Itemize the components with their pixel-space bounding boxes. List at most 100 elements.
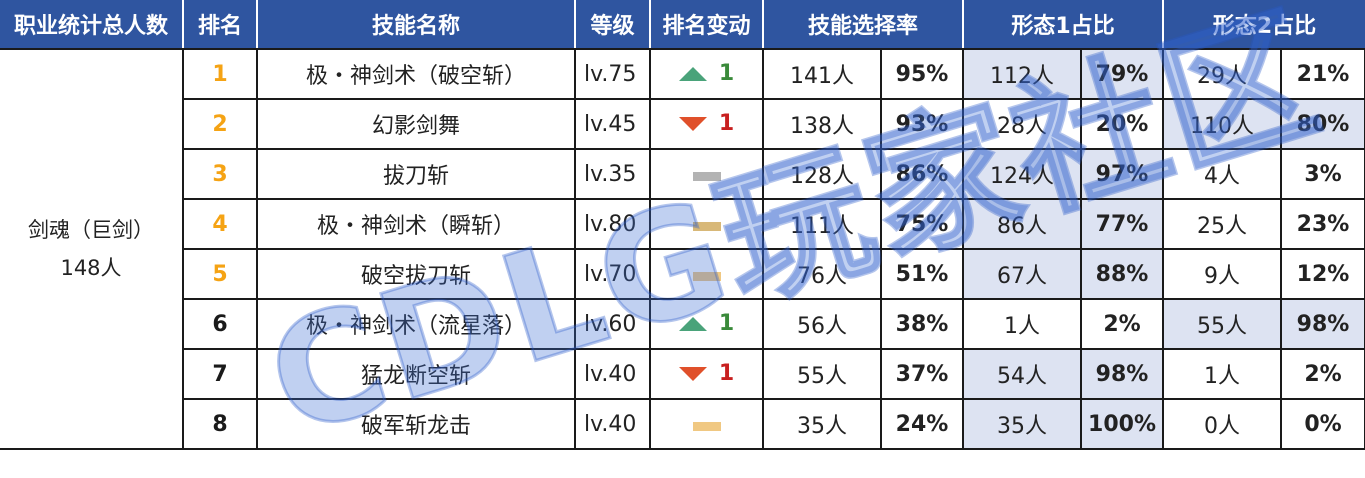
header-form1: 形态1占比 — [962, 0, 1164, 50]
skill-name-cell: 破空拔刀斩 — [256, 248, 576, 300]
form1-count-cell: 1人 — [962, 298, 1083, 350]
level-cell: lv.80 — [574, 198, 651, 250]
select-pct-cell: 51% — [879, 248, 965, 300]
form1-count-cell: 54人 — [962, 348, 1083, 400]
table-row: 剑魂（巨剑） 148人 1 极・神剑术（破空斩） lv.75 1 141人 95… — [0, 48, 1365, 450]
rank-change-cell — [649, 398, 764, 450]
table-row: 6 极・神剑术（流星落） lv.60 1 56人 38% 1人 2% 55人 9… — [0, 298, 1365, 350]
no-change-bar-icon — [692, 421, 721, 431]
table-row: 3 拔刀斩 lv.35 128人 86% 124人 97% 4人 3% — [0, 148, 1365, 200]
class-cell: 剑魂（巨剑） 148人 — [0, 48, 184, 450]
skill-name-cell: 幻影剑舞 — [256, 98, 576, 150]
header-form2: 形态2占比 — [1162, 0, 1365, 50]
triangle-down-icon — [678, 116, 707, 131]
header-rank-change: 排名变动 — [649, 0, 763, 50]
rank-change-value: 1 — [718, 311, 735, 337]
form1-pct-cell: 100% — [1080, 398, 1165, 450]
no-change-bar-icon — [692, 221, 721, 231]
form2-count-cell: 55人 — [1162, 298, 1283, 350]
select-count-cell: 56人 — [762, 298, 882, 350]
form2-count-cell: 25人 — [1162, 198, 1283, 250]
select-pct-cell: 93% — [879, 98, 965, 150]
select-pct-cell: 75% — [879, 198, 965, 250]
form2-pct-cell: 0% — [1280, 398, 1365, 450]
select-count-cell: 141人 — [762, 48, 882, 100]
form1-count-cell: 86人 — [962, 198, 1083, 250]
rank-cell: 8 — [182, 398, 258, 450]
rank-change-cell — [649, 148, 764, 200]
form2-pct-cell: 98% — [1280, 298, 1365, 350]
rank-change-cell — [649, 248, 764, 300]
form2-pct-cell: 23% — [1280, 198, 1365, 250]
rank-change-cell: 1 — [649, 48, 764, 100]
header-row: 职业统计总人数 排名 技能名称 等级 排名变动 技能选择率 形态1占比 形态2占… — [0, 0, 1365, 50]
rank-cell: 7 — [182, 348, 258, 400]
select-count-cell: 35人 — [762, 398, 882, 450]
form1-pct-cell: 97% — [1080, 148, 1165, 200]
rank-change-value: 1 — [718, 361, 735, 387]
select-pct-cell: 38% — [879, 298, 965, 350]
form1-pct-cell: 88% — [1080, 248, 1165, 300]
select-pct-cell: 95% — [879, 48, 965, 100]
form1-pct-cell: 77% — [1080, 198, 1165, 250]
rank-cell: 3 — [182, 148, 258, 200]
rank-cell: 1 — [182, 48, 258, 100]
rank-change-cell: 1 — [649, 348, 764, 400]
rank-cell: 5 — [182, 248, 258, 300]
form2-pct-cell: 21% — [1280, 48, 1365, 100]
skill-name-cell: 极・神剑术（瞬斩） — [256, 198, 576, 250]
level-cell: lv.75 — [574, 48, 651, 100]
form2-pct-cell: 2% — [1280, 348, 1365, 400]
header-class-total: 职业统计总人数 — [0, 0, 183, 50]
skill-name-cell: 极・神剑术（流星落） — [256, 298, 576, 350]
skill-stats-table: 职业统计总人数 排名 技能名称 等级 排名变动 技能选择率 形态1占比 形态2占… — [0, 0, 1365, 450]
header-select-rate: 技能选择率 — [761, 0, 964, 50]
select-count-cell: 76人 — [762, 248, 882, 300]
form1-pct-cell: 79% — [1080, 48, 1165, 100]
form1-count-cell: 112人 — [962, 48, 1083, 100]
level-cell: lv.40 — [574, 348, 651, 400]
select-count-cell: 111人 — [762, 198, 882, 250]
select-count-cell: 55人 — [762, 348, 882, 400]
rank-change-cell: 1 — [649, 298, 764, 350]
rank-cell: 6 — [182, 298, 258, 350]
rank-cell: 2 — [182, 98, 258, 150]
form1-pct-cell: 98% — [1080, 348, 1165, 400]
form1-count-cell: 28人 — [962, 98, 1083, 150]
select-count-cell: 138人 — [762, 98, 882, 150]
form2-pct-cell: 3% — [1280, 148, 1365, 200]
table-row: 8 破军斩龙击 lv.40 35人 24% 35人 100% 0人 0% — [0, 398, 1365, 450]
rank-change-value: 1 — [718, 61, 735, 87]
class-name: 剑魂（巨剑） — [28, 218, 154, 242]
rank-change-cell: 1 — [649, 98, 764, 150]
no-change-bar-icon — [692, 171, 721, 181]
level-cell: lv.40 — [574, 398, 651, 450]
form2-count-cell: 1人 — [1162, 348, 1283, 400]
rank-change-value: 1 — [718, 111, 735, 137]
level-cell: lv.70 — [574, 248, 651, 300]
header-rank: 排名 — [182, 0, 257, 50]
form1-count-cell: 67人 — [962, 248, 1083, 300]
form1-pct-cell: 2% — [1080, 298, 1165, 350]
skill-name-cell: 极・神剑术（破空斩） — [256, 48, 576, 100]
form2-count-cell: 29人 — [1162, 48, 1283, 100]
form2-pct-cell: 80% — [1280, 98, 1365, 150]
level-cell: lv.35 — [574, 148, 651, 200]
triangle-down-icon — [678, 366, 707, 381]
rank-change-cell — [649, 198, 764, 250]
select-pct-cell: 37% — [879, 348, 965, 400]
select-count-cell: 128人 — [762, 148, 882, 200]
skill-name-cell: 拔刀斩 — [256, 148, 576, 200]
level-cell: lv.45 — [574, 98, 651, 150]
skill-name-cell: 破军斩龙击 — [256, 398, 576, 450]
form2-pct-cell: 12% — [1280, 248, 1365, 300]
header-level: 等级 — [574, 0, 650, 50]
select-pct-cell: 86% — [879, 148, 965, 200]
select-pct-cell: 24% — [879, 398, 965, 450]
form1-pct-cell: 20% — [1080, 98, 1165, 150]
class-total: 148人 — [60, 256, 122, 280]
form2-count-cell: 0人 — [1162, 398, 1283, 450]
form1-count-cell: 35人 — [962, 398, 1083, 450]
skill-name-cell: 猛龙断空斩 — [256, 348, 576, 400]
table-row: 4 极・神剑术（瞬斩） lv.80 111人 75% 86人 77% 25人 2… — [0, 198, 1365, 250]
